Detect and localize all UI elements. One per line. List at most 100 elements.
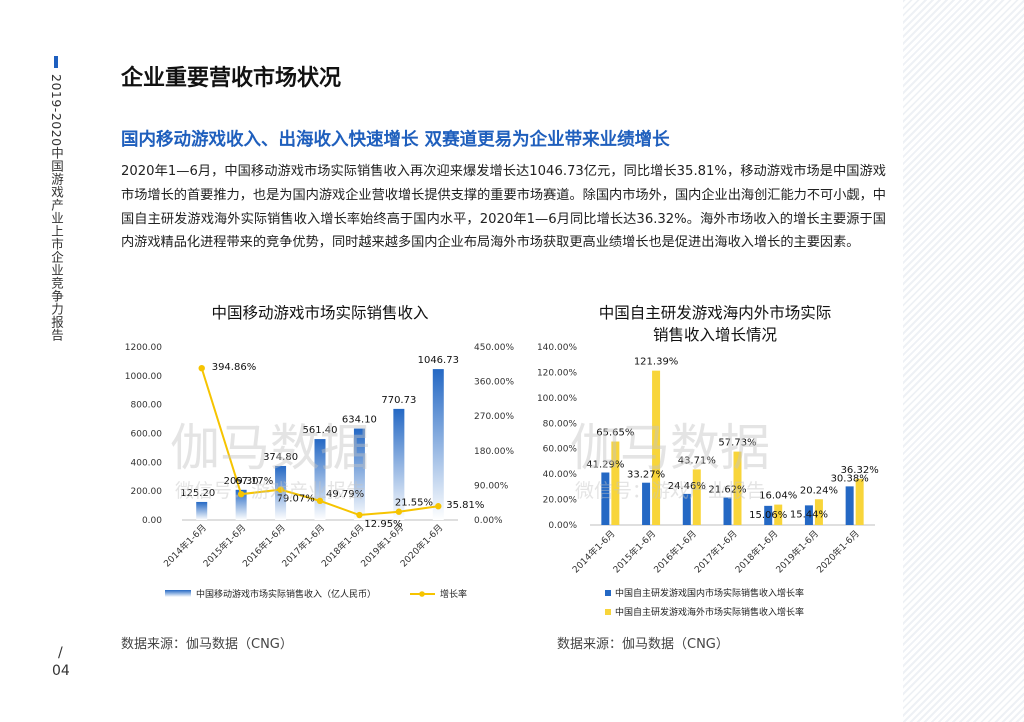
growth-rate-point <box>237 490 245 498</box>
revenue-bar <box>196 501 208 520</box>
domestic-growth-bar <box>601 472 610 525</box>
domestic-growth-value-label: 33.27% <box>627 470 665 481</box>
revenue-bar <box>235 489 247 520</box>
overseas-growth-bar <box>774 504 783 525</box>
overseas-growth-bar <box>814 499 823 525</box>
y-right-tick-label: 270.00% <box>474 412 514 422</box>
growth-rate-value-label: 67.17% <box>235 476 273 487</box>
right-edge-pattern <box>903 0 1024 722</box>
growth-rate-value-label: 21.55% <box>395 498 433 509</box>
growth-rate-value-label: 49.79% <box>326 489 364 500</box>
page-title: 企业重要营收市场状况 <box>121 66 342 91</box>
revenue-bar-value-label: 561.40 <box>303 425 338 436</box>
growth-rate-value-label: 35.81% <box>446 500 484 511</box>
overseas-growth-value-label: 65.65% <box>596 428 634 439</box>
domestic-growth-value-label: 15.44% <box>790 509 828 520</box>
y-left-tick-label: 200.00 <box>131 487 163 497</box>
revenue-bar <box>432 369 444 520</box>
legend-domestic-swatch <box>605 590 611 596</box>
overseas-domestic-growth-chart: 0.00% 20.00% 40.00% 60.00% 80.00% 100.00% 120.… <box>537 343 879 618</box>
y-tick-label: 140.00% <box>537 343 577 353</box>
x-tick-label: 2020年1-6月 <box>398 522 446 570</box>
watermark-text: 伽马数据 <box>570 419 770 477</box>
mobile-game-revenue-chart: 0.00 200.00 400.00 600.00 800.00 1000.00 1200.… <box>125 343 515 600</box>
growth-rate-point <box>435 503 442 510</box>
revenue-bar-value-label: 374.80 <box>263 452 298 463</box>
overseas-growth-value-label: 121.39% <box>634 357 679 368</box>
revenue-bar <box>314 439 326 520</box>
legend-overseas-label: 中国自主研发游戏海外市场实际销售收入增长率 <box>615 606 804 618</box>
legend-bar-swatch <box>165 590 191 597</box>
overseas-growth-bar <box>652 370 661 525</box>
revenue-bar-value-label: 1046.73 <box>418 355 459 366</box>
y-right-tick-label: 90.00% <box>474 481 509 491</box>
growth-rate-value-label: 12.95% <box>364 519 402 530</box>
domestic-growth-value-label: 30.38% <box>831 473 869 484</box>
chart2-source: 数据来源：伽马数据（CNG） <box>557 637 729 652</box>
domestic-growth-value-label: 15.06% <box>749 510 787 521</box>
y-left-tick-label: 800.00 <box>131 401 163 411</box>
sidebar-accent-bar <box>54 56 58 68</box>
y-tick-label: 100.00% <box>537 394 577 404</box>
chart2-title-line1: 中国自主研发游戏海内外市场实际 <box>598 304 832 322</box>
page-number-slash: / <box>58 645 63 661</box>
y-tick-label: 80.00% <box>543 419 578 429</box>
x-tick-label: 2018年1-6月 <box>733 528 781 576</box>
revenue-bar <box>353 428 365 520</box>
growth-rate-point <box>356 511 363 519</box>
y-right-tick-label: 450.00% <box>474 343 514 353</box>
domestic-growth-bar <box>804 505 813 525</box>
revenue-bar-value-label: 209.30 <box>224 476 259 487</box>
legend-bar-label: 中国移动游戏市场实际销售收入（亿人民币） <box>196 588 376 600</box>
y-right-tick-label: 360.00% <box>474 378 514 388</box>
x-tick-label: 2014年1-6月 <box>570 528 618 576</box>
x-tick-label: 2017年1-6月 <box>692 528 740 576</box>
y-tick-label: 20.00% <box>543 496 578 506</box>
overseas-growth-value-label: 16.04% <box>759 491 797 502</box>
domestic-growth-value-label: 24.46% <box>668 481 706 492</box>
body-paragraph: 2020年1—6月，中国移动游戏市场实际销售收入再次迎来爆发增长达1046.73… <box>121 164 886 251</box>
y-left-tick-label: 600.00 <box>131 430 163 440</box>
overseas-growth-value-label: 57.73% <box>718 438 756 449</box>
watermark-subtext: 微信号：游戏产业报告 <box>575 480 765 502</box>
legend-line-label: 增长率 <box>440 588 467 600</box>
y-tick-label: 60.00% <box>543 445 578 455</box>
domestic-growth-bar <box>845 486 854 525</box>
y-left-tick-label: 400.00 <box>131 458 163 468</box>
growth-rate-point <box>198 364 205 372</box>
revenue-bar-value-label: 770.73 <box>381 395 416 406</box>
y-tick-label: 120.00% <box>537 368 577 378</box>
revenue-bar <box>275 465 287 520</box>
report-title-vertical: 2019-2020中国游戏产业上市企业竞争力报告 <box>49 74 64 342</box>
legend-overseas-swatch <box>605 609 611 615</box>
growth-rate-value-label: 79.07% <box>277 494 315 505</box>
section-subtitle: 国内移动游戏收入、出海收入快速增长 双赛道更易为企业带来业绩增长 <box>121 130 670 150</box>
overseas-growth-value-label: 43.71% <box>678 455 716 466</box>
growth-rate-point <box>395 508 403 515</box>
revenue-bar-value-label: 634.10 <box>342 415 377 426</box>
growth-rate-point <box>316 497 324 505</box>
chart2-title-line2: 销售收入增长情况 <box>652 326 777 344</box>
domestic-growth-value-label: 41.29% <box>586 460 624 471</box>
y-left-tick-label: 1000.00 <box>125 372 162 382</box>
watermark-subtext: 微信号：游戏产业报告 <box>175 480 365 502</box>
overseas-growth-value-label: 20.24% <box>800 485 838 496</box>
revenue-bar-value-label: 125.20 <box>180 488 215 499</box>
overseas-growth-value-label: 36.32% <box>841 465 879 476</box>
legend-domestic-label: 中国自主研发游戏国内市场实际销售收入增长率 <box>615 587 804 599</box>
overseas-growth-bar <box>611 441 620 525</box>
growth-rate-point <box>277 486 284 493</box>
x-tick-label: 2016年1-6月 <box>651 528 699 576</box>
y-tick-label: 40.00% <box>543 470 578 480</box>
chart2-title: 中国自主研发游戏海内外市场实际 销售收入增长情况 <box>555 302 875 346</box>
domestic-growth-bar <box>642 482 651 525</box>
y-left-tick-label: 1200.00 <box>125 343 162 353</box>
x-tick-label: 2015年1-6月 <box>610 528 658 576</box>
x-tick-label: 2019年1-6月 <box>773 528 821 576</box>
domestic-growth-bar <box>682 493 691 525</box>
domestic-growth-bar <box>764 505 773 525</box>
x-tick-label: 2020年1-6月 <box>814 528 862 576</box>
chart1-source: 数据来源：伽马数据（CNG） <box>121 637 293 652</box>
domestic-growth-bar <box>723 497 732 525</box>
overseas-growth-bar <box>733 451 742 525</box>
